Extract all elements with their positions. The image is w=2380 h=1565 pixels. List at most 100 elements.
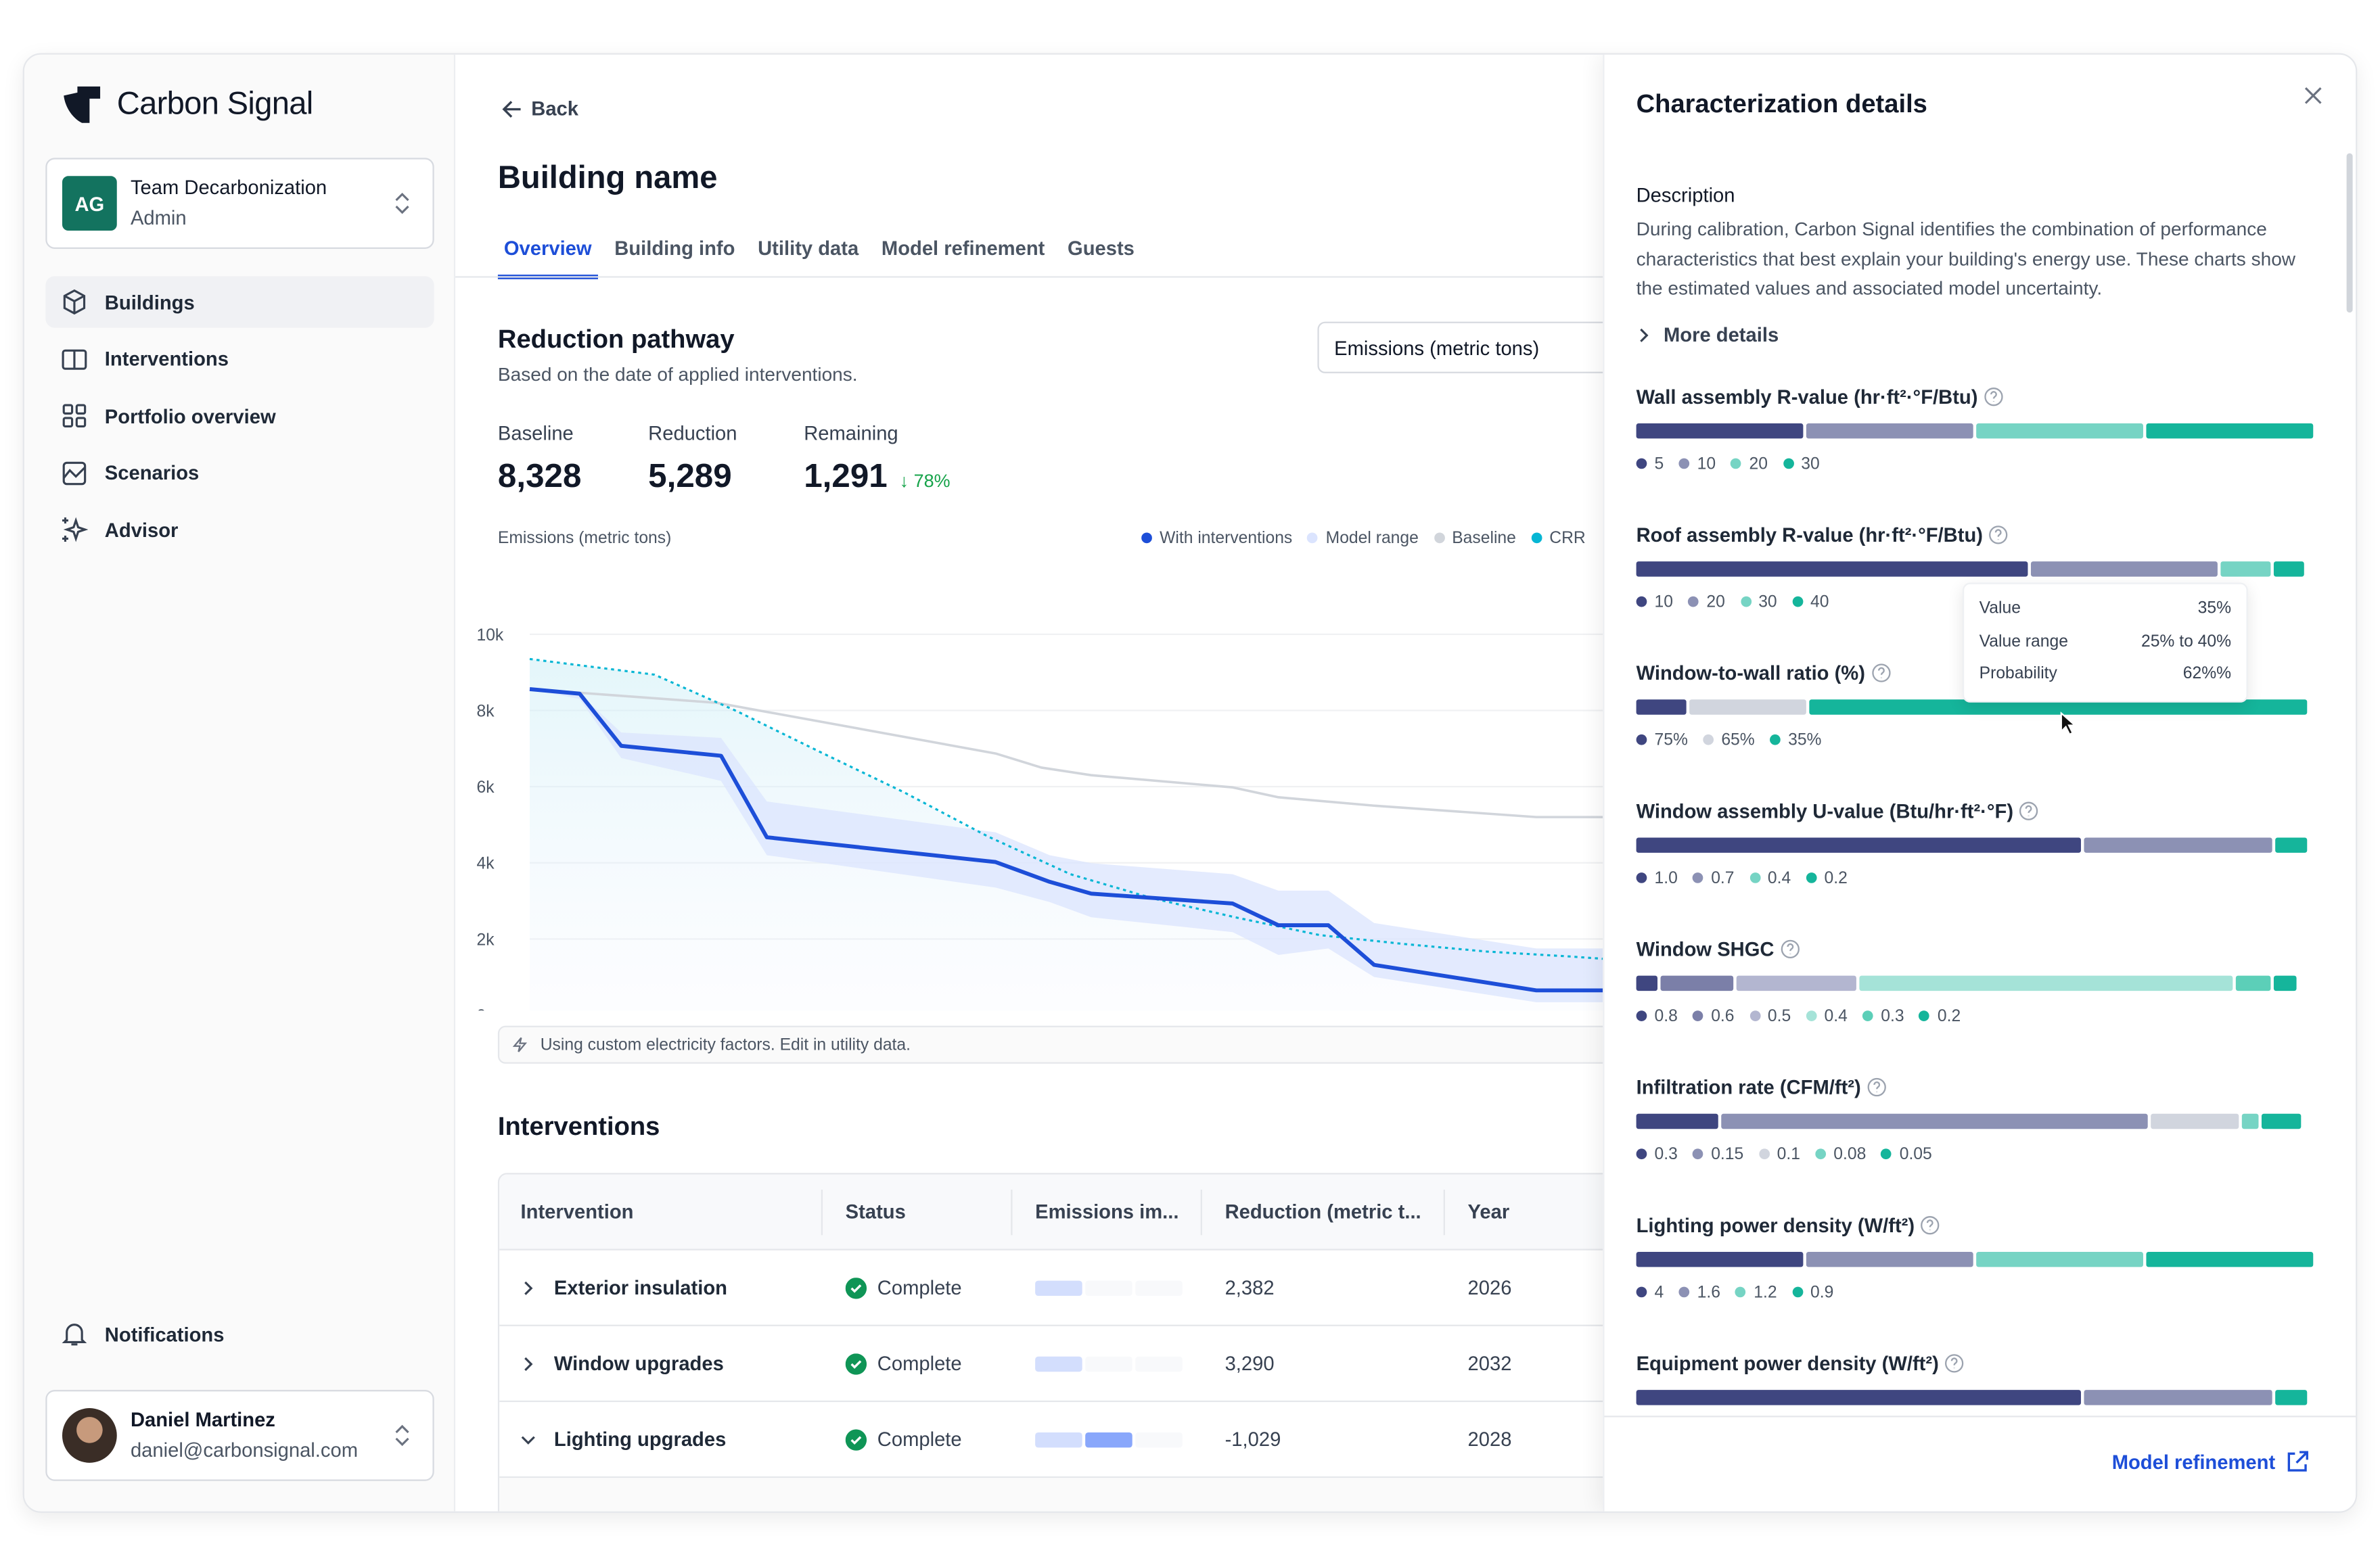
sidebar-item-interventions[interactable]: Interventions xyxy=(45,333,434,384)
legend-item: 0.08 xyxy=(1815,1146,1866,1164)
probability-segment[interactable] xyxy=(1636,423,1804,439)
external-link-icon xyxy=(2287,1451,2308,1472)
table-row[interactable]: Lighting upgrades Complete -1,029 2028 xyxy=(499,1402,1711,1478)
probability-segment[interactable] xyxy=(1636,1251,1804,1267)
scrollbar[interactable] xyxy=(2346,153,2353,313)
characteristic-section: Lighting power density (W/ft²) 4 1.6 1.2 0.… xyxy=(1636,1213,2314,1302)
tab-guests[interactable]: Guests xyxy=(1068,237,1135,260)
sidebar-item-scenarios[interactable]: Scenarios xyxy=(45,447,434,498)
notifications-link[interactable]: Notifications xyxy=(61,1320,225,1347)
probability-segment[interactable] xyxy=(2275,837,2308,853)
sidebar-item-label: Scenarios xyxy=(104,461,200,484)
sparkles-icon xyxy=(62,517,89,542)
probability-segment[interactable] xyxy=(1806,1251,1973,1267)
table-row xyxy=(499,1478,1711,1512)
reduction-value: -1,029 xyxy=(1225,1428,1281,1451)
notifications-label: Notifications xyxy=(104,1322,225,1345)
probability-segment[interactable] xyxy=(1976,423,2143,439)
probability-segment[interactable] xyxy=(1636,1390,2082,1405)
close-icon[interactable] xyxy=(2303,85,2324,106)
probability-segment[interactable] xyxy=(2084,1390,2273,1405)
logo[interactable]: Carbon Signal xyxy=(62,85,313,124)
section-title: Reduction pathway xyxy=(497,325,735,354)
user-menu[interactable]: Daniel Martinez daniel@carbonsignal.com xyxy=(45,1390,434,1481)
help-icon[interactable] xyxy=(1945,1353,1965,1372)
probability-segment[interactable] xyxy=(2220,561,2270,577)
help-icon[interactable] xyxy=(1871,662,1891,682)
characteristic-section: Equipment power density (W/ft²) xyxy=(1636,1351,2314,1416)
tab-overview[interactable]: Overview xyxy=(497,237,598,279)
legend-item: 0.4 xyxy=(1749,870,1791,888)
sidebar-item-label: Portfolio overview xyxy=(104,404,276,427)
probability-segment[interactable] xyxy=(2235,975,2271,991)
column-header[interactable]: Year xyxy=(1467,1200,1510,1223)
probability-segment[interactable] xyxy=(1636,561,2028,577)
help-icon[interactable] xyxy=(1780,939,1800,958)
avatar xyxy=(62,1408,117,1463)
probability-segment[interactable] xyxy=(1806,423,1973,439)
bell-icon xyxy=(62,1324,87,1346)
status-badge: Complete xyxy=(877,1428,962,1451)
column-header[interactable]: Intervention xyxy=(499,1188,823,1235)
probability-segment[interactable] xyxy=(1636,837,2082,853)
probability-segment[interactable] xyxy=(2151,1113,2240,1129)
back-button[interactable]: Back xyxy=(501,97,578,120)
probability-segment[interactable] xyxy=(2242,1113,2260,1129)
sidebar-item-advisor[interactable]: Advisor xyxy=(45,504,434,555)
help-icon[interactable] xyxy=(1867,1077,1887,1096)
probability-segment[interactable] xyxy=(2084,837,2273,853)
bar-legend: 0.3 0.15 0.1 0.08 0.05 xyxy=(1636,1146,2314,1164)
column-header[interactable]: Emissions im... xyxy=(1012,1188,1202,1235)
chevron-down-icon[interactable] xyxy=(521,1432,536,1447)
more-details-toggle[interactable]: More details xyxy=(1637,323,1779,346)
help-icon[interactable] xyxy=(1984,386,2003,406)
legend-item: 0.3 xyxy=(1862,1008,1904,1026)
tab-building-info[interactable]: Building info xyxy=(614,237,735,260)
probability-segment[interactable] xyxy=(1737,975,1857,991)
probability-segment[interactable] xyxy=(1689,699,1806,715)
probability-segment[interactable] xyxy=(1976,1251,2143,1267)
help-icon[interactable] xyxy=(1989,524,2009,544)
sidebar-item-buildings[interactable]: Buildings xyxy=(45,276,434,328)
probability-segment[interactable] xyxy=(2273,975,2297,991)
metric-select[interactable]: Emissions (metric tons) xyxy=(1317,321,1712,373)
probability-segment[interactable] xyxy=(2262,1113,2301,1129)
probability-segment[interactable] xyxy=(1720,1113,2148,1129)
probability-segment[interactable] xyxy=(1808,699,2307,715)
grid-icon xyxy=(62,404,87,428)
probability-segment[interactable] xyxy=(2273,561,2305,577)
probability-segment[interactable] xyxy=(2146,1251,2314,1267)
tab-utility-data[interactable]: Utility data xyxy=(758,237,859,260)
team-switcher[interactable]: AG Team Decarbonization Admin xyxy=(45,158,434,249)
chevron-right-icon[interactable] xyxy=(521,1356,536,1371)
probability-segment[interactable] xyxy=(1860,975,2233,991)
column-header[interactable]: Status xyxy=(823,1188,1013,1235)
probability-segment[interactable] xyxy=(1661,975,1734,991)
bar-legend: 1.0 0.7 0.4 0.2 xyxy=(1636,870,2314,888)
sidebar-item-portfolio-overview[interactable]: Portfolio overview xyxy=(45,390,434,442)
tab-model-refinement[interactable]: Model refinement xyxy=(881,237,1045,260)
chevron-up-down-icon xyxy=(395,192,409,214)
help-icon[interactable] xyxy=(1921,1215,1940,1234)
legend-item: 1.6 xyxy=(1678,1284,1720,1302)
probability-segment[interactable] xyxy=(1636,699,1687,715)
probability-bar xyxy=(1636,1251,2314,1267)
probability-segment[interactable] xyxy=(1636,975,1658,991)
model-refinement-link[interactable]: Model refinement xyxy=(2112,1451,2309,1474)
legend-item: 0.15 xyxy=(1693,1146,1743,1164)
probability-segment[interactable] xyxy=(2275,1390,2308,1405)
chevron-right-icon[interactable] xyxy=(521,1280,536,1294)
probability-segment[interactable] xyxy=(2146,423,2314,439)
probability-segment[interactable] xyxy=(1636,1113,1718,1129)
probability-segment[interactable] xyxy=(2030,561,2218,577)
table-row[interactable]: Exterior insulation Complete 2,382 2026 xyxy=(499,1251,1711,1326)
legend-item: 30 xyxy=(1740,593,1777,611)
table-row[interactable]: Window upgrades Complete 3,290 2032 xyxy=(499,1326,1711,1403)
emissions-impact-bar xyxy=(1012,1355,1202,1372)
emissions-impact-bar xyxy=(1012,1280,1202,1295)
column-header[interactable]: Reduction (metric t... xyxy=(1202,1188,1445,1235)
intervention-name: Exterior insulation xyxy=(553,1276,727,1299)
main-content: Back Building name Overview Building inf… xyxy=(455,55,2356,1512)
help-icon[interactable] xyxy=(2019,800,2039,820)
